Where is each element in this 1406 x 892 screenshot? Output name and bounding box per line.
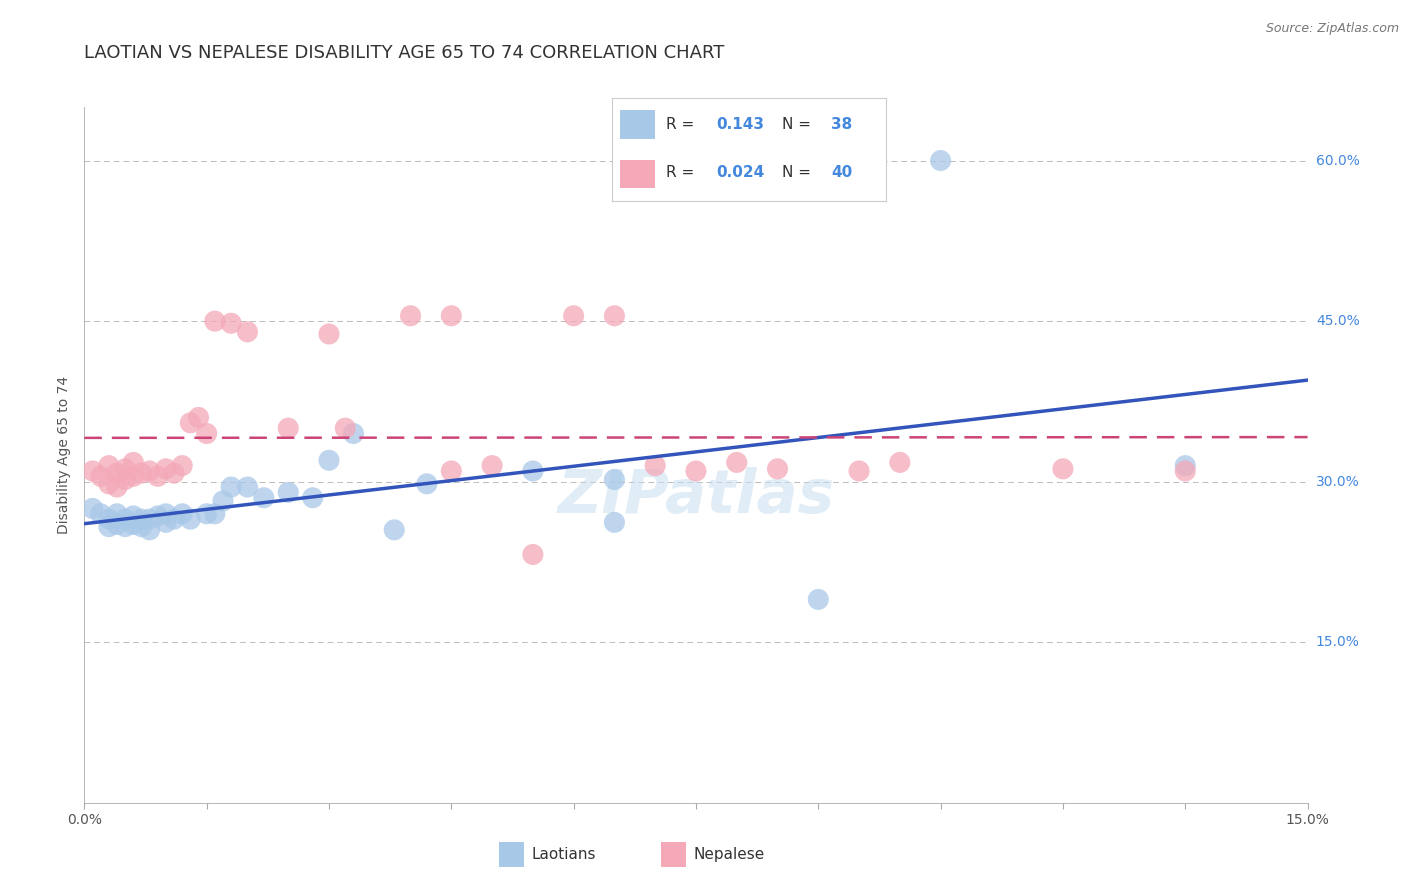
Point <box>848 464 870 478</box>
Point <box>318 326 340 341</box>
Point <box>114 512 136 526</box>
Point <box>122 455 145 469</box>
Point <box>179 416 201 430</box>
Y-axis label: Disability Age 65 to 74: Disability Age 65 to 74 <box>58 376 72 534</box>
Point <box>318 453 340 467</box>
Point <box>146 469 169 483</box>
Point <box>131 466 153 480</box>
Point <box>236 480 259 494</box>
Point <box>114 519 136 533</box>
Point <box>114 473 136 487</box>
Text: 40: 40 <box>831 165 852 180</box>
Text: N =: N = <box>782 117 815 132</box>
Bar <box>620 160 655 188</box>
Point <box>105 480 128 494</box>
Point <box>105 507 128 521</box>
Point <box>105 466 128 480</box>
Text: N =: N = <box>782 165 815 180</box>
Text: 38: 38 <box>831 117 852 132</box>
Text: R =: R = <box>666 165 700 180</box>
Text: Nepalese: Nepalese <box>693 847 765 862</box>
Text: Source: ZipAtlas.com: Source: ZipAtlas.com <box>1265 22 1399 36</box>
Point <box>82 501 104 516</box>
Point <box>172 507 194 521</box>
Text: 30.0%: 30.0% <box>1316 475 1360 489</box>
Point <box>131 519 153 533</box>
Point <box>219 480 242 494</box>
Point <box>163 512 186 526</box>
Point <box>122 508 145 523</box>
Point <box>440 464 463 478</box>
Text: 15.0%: 15.0% <box>1316 635 1360 649</box>
Text: 45.0%: 45.0% <box>1316 314 1360 328</box>
Text: 60.0%: 60.0% <box>1316 153 1360 168</box>
Point <box>889 455 911 469</box>
Text: 0.024: 0.024 <box>716 165 763 180</box>
Point <box>195 426 218 441</box>
Point <box>522 548 544 562</box>
Text: R =: R = <box>666 117 700 132</box>
Point <box>522 464 544 478</box>
Point <box>155 462 177 476</box>
Point <box>219 316 242 330</box>
Point <box>82 464 104 478</box>
Point <box>122 517 145 532</box>
Point <box>1174 458 1197 473</box>
Text: Laotians: Laotians <box>531 847 596 862</box>
Point <box>1052 462 1074 476</box>
Point <box>603 516 626 530</box>
Point <box>131 512 153 526</box>
Text: LAOTIAN VS NEPALESE DISABILITY AGE 65 TO 74 CORRELATION CHART: LAOTIAN VS NEPALESE DISABILITY AGE 65 TO… <box>84 45 724 62</box>
Point <box>644 458 666 473</box>
Point <box>440 309 463 323</box>
Point <box>195 507 218 521</box>
Point <box>122 469 145 483</box>
Point <box>335 421 357 435</box>
Point <box>90 507 112 521</box>
Text: 0.143: 0.143 <box>716 117 763 132</box>
Point <box>766 462 789 476</box>
Point <box>277 421 299 435</box>
Point <box>97 512 120 526</box>
Point <box>138 523 160 537</box>
Point <box>603 309 626 323</box>
Point <box>179 512 201 526</box>
Point <box>807 592 830 607</box>
Point <box>138 464 160 478</box>
Point <box>204 314 226 328</box>
Point <box>382 523 405 537</box>
Point <box>212 494 235 508</box>
Point <box>342 426 364 441</box>
Point <box>301 491 323 505</box>
Point <box>204 507 226 521</box>
Point <box>114 462 136 476</box>
Point <box>399 309 422 323</box>
Point <box>685 464 707 478</box>
Point <box>603 473 626 487</box>
Point <box>1174 464 1197 478</box>
Point <box>97 476 120 491</box>
Point <box>929 153 952 168</box>
Point <box>253 491 276 505</box>
Text: ZIPatlas: ZIPatlas <box>557 467 835 526</box>
Point <box>236 325 259 339</box>
Point <box>138 512 160 526</box>
Bar <box>620 111 655 139</box>
Point <box>187 410 209 425</box>
Point <box>481 458 503 473</box>
Point <box>97 519 120 533</box>
Point <box>163 466 186 480</box>
Point <box>155 507 177 521</box>
Point <box>90 469 112 483</box>
Point <box>172 458 194 473</box>
Point <box>105 517 128 532</box>
Point <box>155 516 177 530</box>
Point <box>97 458 120 473</box>
Point <box>146 508 169 523</box>
Point <box>562 309 585 323</box>
Point <box>725 455 748 469</box>
Point <box>277 485 299 500</box>
Point <box>416 476 439 491</box>
